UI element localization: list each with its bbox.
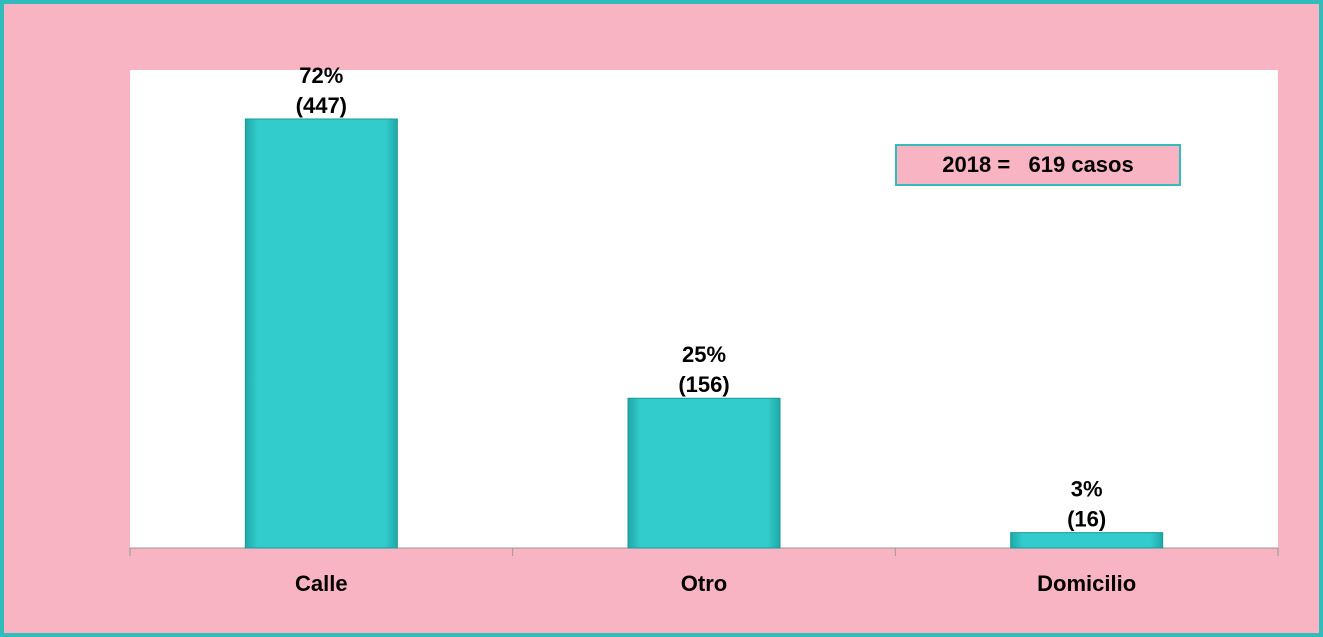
value-label: (156) [678,372,729,397]
bar [1010,532,1164,549]
annotation: 2018 = 619 casos [942,152,1133,177]
percent-label: 25% [682,342,726,367]
percent-label: 72% [299,63,343,88]
bar [627,397,781,549]
x-tick-label: Otro [681,571,727,596]
x-tick-label: Calle [295,571,348,596]
value-label: (16) [1067,506,1106,531]
bar [244,118,398,549]
x-tick-label: Domicilio [1037,571,1136,596]
percent-label: 3% [1071,476,1103,501]
annotation-box [895,144,1181,186]
value-label: (447) [296,93,347,118]
